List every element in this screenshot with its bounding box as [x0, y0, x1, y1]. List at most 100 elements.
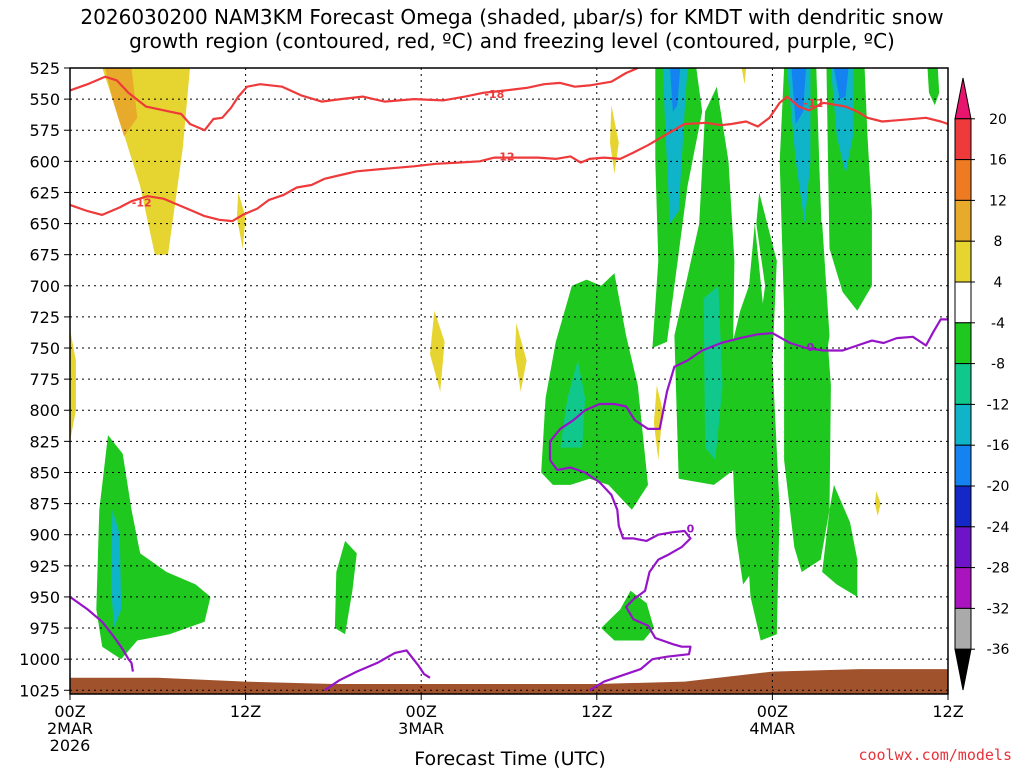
y-tick-1000: 1000 — [19, 650, 60, 669]
y-tick-575: 575 — [29, 121, 60, 140]
colorbar-bin-3 — [954, 199, 972, 242]
omega-region-orange-1 — [105, 68, 138, 137]
colorbar-label-4: 4 — [994, 275, 1003, 291]
colorbar-bin-13 — [954, 607, 972, 650]
omega-region-blue-24 — [791, 68, 807, 124]
y-tick-875: 875 — [29, 495, 60, 514]
omega-region-yellow-5 — [514, 323, 527, 392]
colorbar-label-2: 12 — [989, 193, 1007, 209]
chart-title-line1: 2026030200 NAM3KM Forecast Omega (shaded… — [80, 5, 943, 29]
y-tick-625: 625 — [29, 183, 60, 202]
contour-purple-7 — [323, 649, 431, 692]
colorbar-label-0: 20 — [989, 112, 1007, 128]
y-tick-825: 825 — [29, 432, 60, 451]
omega-region-green-25 — [807, 192, 830, 386]
omega-region-teal-19 — [703, 285, 723, 460]
colorbar-label-5: -4 — [991, 316, 1005, 332]
contour-label-1: -12 — [495, 150, 515, 163]
colorbar-bin-10 — [954, 485, 972, 528]
x-tick-60-0: 12Z — [932, 702, 963, 721]
colorbar-bin-1 — [954, 118, 972, 161]
y-tick-525: 525 — [29, 59, 60, 78]
x-axis-label: Forecast Time (UTC) — [414, 748, 605, 768]
omega-region-cyan-10 — [111, 509, 122, 628]
colorbar-bin-0 — [954, 77, 972, 120]
colorbar-bin-5 — [954, 281, 972, 324]
y-tick-550: 550 — [29, 90, 60, 109]
y-tick-1025: 1025 — [19, 681, 60, 700]
omega-region-yellow-8 — [874, 491, 881, 516]
y-tick-850: 850 — [29, 463, 60, 482]
omega-region-yellow-3 — [236, 192, 246, 249]
contour-label-0: -18 — [484, 88, 504, 101]
x-tick-48-0: 00Z — [757, 702, 788, 721]
y-tick-725: 725 — [29, 308, 60, 327]
ground-fill — [70, 669, 948, 694]
omega-region-cyan-28 — [830, 68, 853, 174]
omega-region-yellow-0 — [87, 68, 190, 255]
colorbar-label-11: -28 — [987, 561, 1010, 577]
omega-region-green-26 — [822, 484, 858, 597]
omega-region-blue-17 — [670, 68, 681, 112]
y-tick-775: 775 — [29, 370, 60, 389]
credit-text: coolwx.com/models — [858, 746, 1012, 764]
colorbar-label-7: -12 — [987, 397, 1010, 413]
colorbar-bin-12 — [954, 567, 972, 609]
contour-label-4: 0 — [807, 341, 815, 354]
y-tick-600: 600 — [29, 152, 60, 171]
x-tick-0-0: 00Z — [54, 702, 85, 721]
y-tick-675: 675 — [29, 246, 60, 265]
ground-surface — [70, 669, 948, 694]
omega-region-yellow-7 — [653, 385, 663, 460]
colorbar-label-6: -8 — [991, 357, 1005, 373]
x-tick-0-2: 2026 — [50, 736, 91, 755]
y-tick-650: 650 — [29, 215, 60, 234]
y-tick-800: 800 — [29, 401, 60, 420]
omega-region-yellow-6 — [610, 105, 619, 174]
colorbar-label-9: -20 — [987, 479, 1010, 495]
x-tick-24-0: 00Z — [406, 702, 437, 721]
colorbar-label-10: -24 — [987, 520, 1010, 536]
x-tick-48-1: 4MAR — [749, 719, 795, 738]
omega-region-yellow-31 — [741, 68, 747, 85]
omega-region-green-30 — [927, 68, 940, 106]
x-tick-0-1: 2MAR — [47, 719, 93, 738]
contour-label-2: -12 — [132, 196, 152, 209]
omega-region-green-21 — [743, 192, 780, 641]
colorbar-label-1: 16 — [989, 153, 1007, 169]
y-tick-750: 750 — [29, 339, 60, 358]
y-tick-700: 700 — [29, 277, 60, 296]
y-axis-ticks: 525 550 575 600 625 650 675 700 725 750 775 800 825 8… — [19, 59, 70, 700]
colorbar-bin-7 — [954, 363, 972, 405]
omega-region-green-22 — [779, 68, 831, 572]
y-tick-975: 975 — [29, 619, 60, 638]
x-tick-24-1: 3MAR — [398, 719, 444, 738]
x-tick-12-0: 12Z — [230, 702, 261, 721]
plot-frame — [69, 67, 949, 695]
contour-purple-6 — [70, 596, 134, 672]
y-tick-950: 950 — [29, 588, 60, 607]
colorbar-label-3: 8 — [994, 234, 1003, 250]
colorbar-bin-8 — [954, 403, 972, 446]
contour-label-3: -12 — [803, 97, 823, 110]
colorbar-bin-4 — [954, 240, 972, 283]
omega-shading — [70, 68, 940, 660]
omega-region-green-9 — [96, 435, 211, 660]
colorbar-bin-6 — [954, 322, 972, 365]
omega-region-cyan-23 — [787, 68, 811, 224]
colorbar-bin-11 — [954, 526, 972, 569]
colorbar-bin-2 — [954, 159, 972, 201]
omega-region-yellow-4 — [430, 310, 445, 392]
chart-title-line2: growth region (contoured, red, ºC) and f… — [129, 29, 895, 53]
omega-region-green-14 — [601, 590, 654, 641]
colorbar-label-13: -36 — [987, 642, 1010, 658]
omega-region-cyan-16 — [662, 68, 688, 224]
y-tick-900: 900 — [29, 526, 60, 545]
colorbar-label-12: -32 — [987, 601, 1010, 617]
contour-red-1 — [70, 95, 948, 223]
plot-area: -18 -12 -12 -12 0 0 — [69, 67, 949, 695]
temperature-contours: -18 -12 -12 -12 0 0 — [70, 68, 948, 692]
contour-purple-4 — [548, 318, 948, 460]
